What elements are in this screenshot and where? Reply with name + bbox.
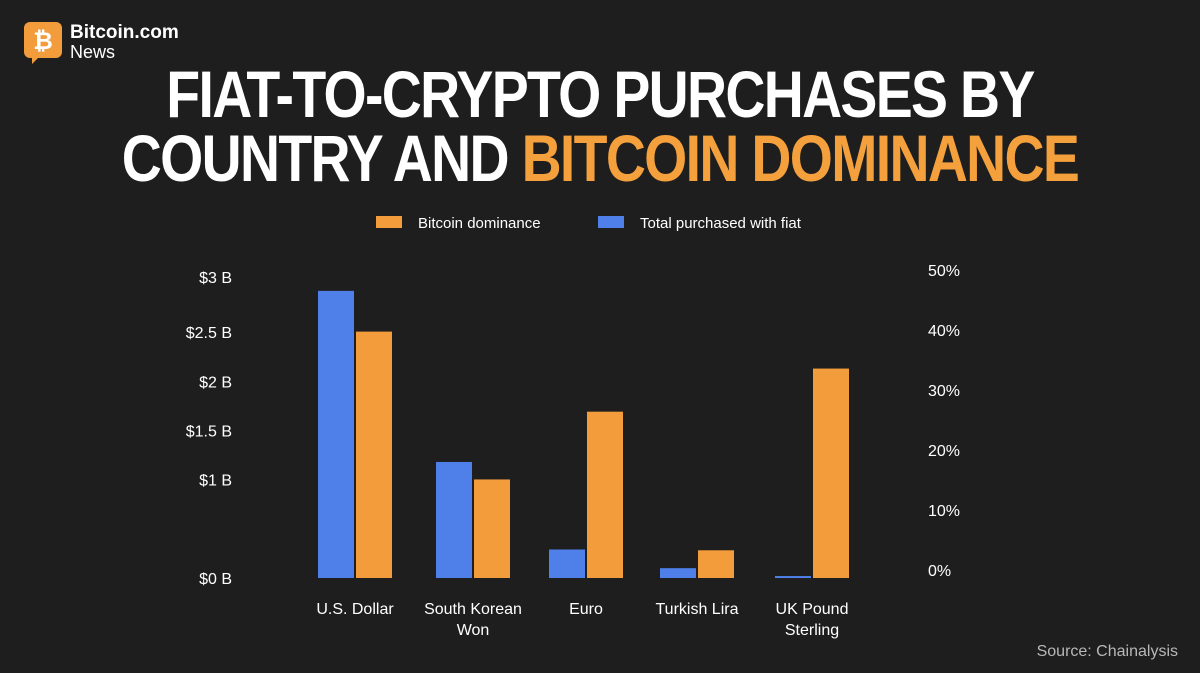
title-line-2-accent: BITCOIN DOMINANCE [521,121,1080,195]
legend-swatch [598,216,624,228]
x-axis-category-label: U.S. Dollar [316,601,394,618]
title-line-2: COUNTRY AND BITCOIN DOMINANCE [96,125,1104,191]
title-line-2-white: COUNTRY AND [121,121,522,195]
x-axis-category-label: Sterling [785,622,839,639]
x-axis-category-label: South Korean [424,601,522,618]
bar-fiat-total [775,576,811,579]
right-axis-tick-label: 20% [928,443,960,460]
right-axis-tick-label: 40% [928,323,960,340]
bar-fiat-total [318,290,354,578]
legend-label: Bitcoin dominance [418,215,541,232]
left-axis-tick-label: $1.5 B [186,424,232,441]
source-label: Source: Chainalysis [1036,643,1178,660]
bar-bitcoin-dominance [356,331,392,578]
brand-sub: News [70,42,116,62]
x-axis-category-label: UK Pound [776,601,849,618]
legend-label: Total purchased with fiat [640,215,802,232]
right-axis-tick-label: 30% [928,383,960,400]
right-axis-tick-label: 10% [928,503,960,520]
left-axis-tick-label: $2.5 B [186,325,232,342]
legend-swatch [376,216,402,228]
bar-bitcoin-dominance [698,550,734,578]
bar-fiat-total [549,549,585,578]
svg-text:₿: ₿ [33,28,53,55]
left-axis-tick-label: $0 B [199,571,232,588]
brand-name: Bitcoin.com [70,22,179,43]
title-line-1: FIAT-TO-CRYPTO PURCHASES BY [166,57,1035,131]
left-axis-tick-label: $1 B [199,473,232,490]
bitcoin-logo-icon: ₿ [24,22,62,64]
bar-fiat-total [660,568,696,578]
bar-bitcoin-dominance [474,479,510,578]
bar-fiat-total [436,461,472,578]
left-axis-tick-label: $2 B [199,374,232,391]
bar-bitcoin-dominance [813,368,849,578]
x-axis-category-label: Euro [569,601,603,618]
page-title: FIAT-TO-CRYPTO PURCHASES BY COUNTRY AND … [96,57,1104,191]
right-axis-tick-label: 50% [928,263,960,280]
brand[interactable]: ₿ Bitcoin.com News [24,22,179,64]
x-axis-category-label: Won [457,622,490,639]
bar-bitcoin-dominance [587,411,623,578]
left-axis-tick-label: $3 B [199,270,232,287]
x-axis-category-label: Turkish Lira [656,601,739,618]
right-axis-tick-label: 0% [928,563,951,580]
